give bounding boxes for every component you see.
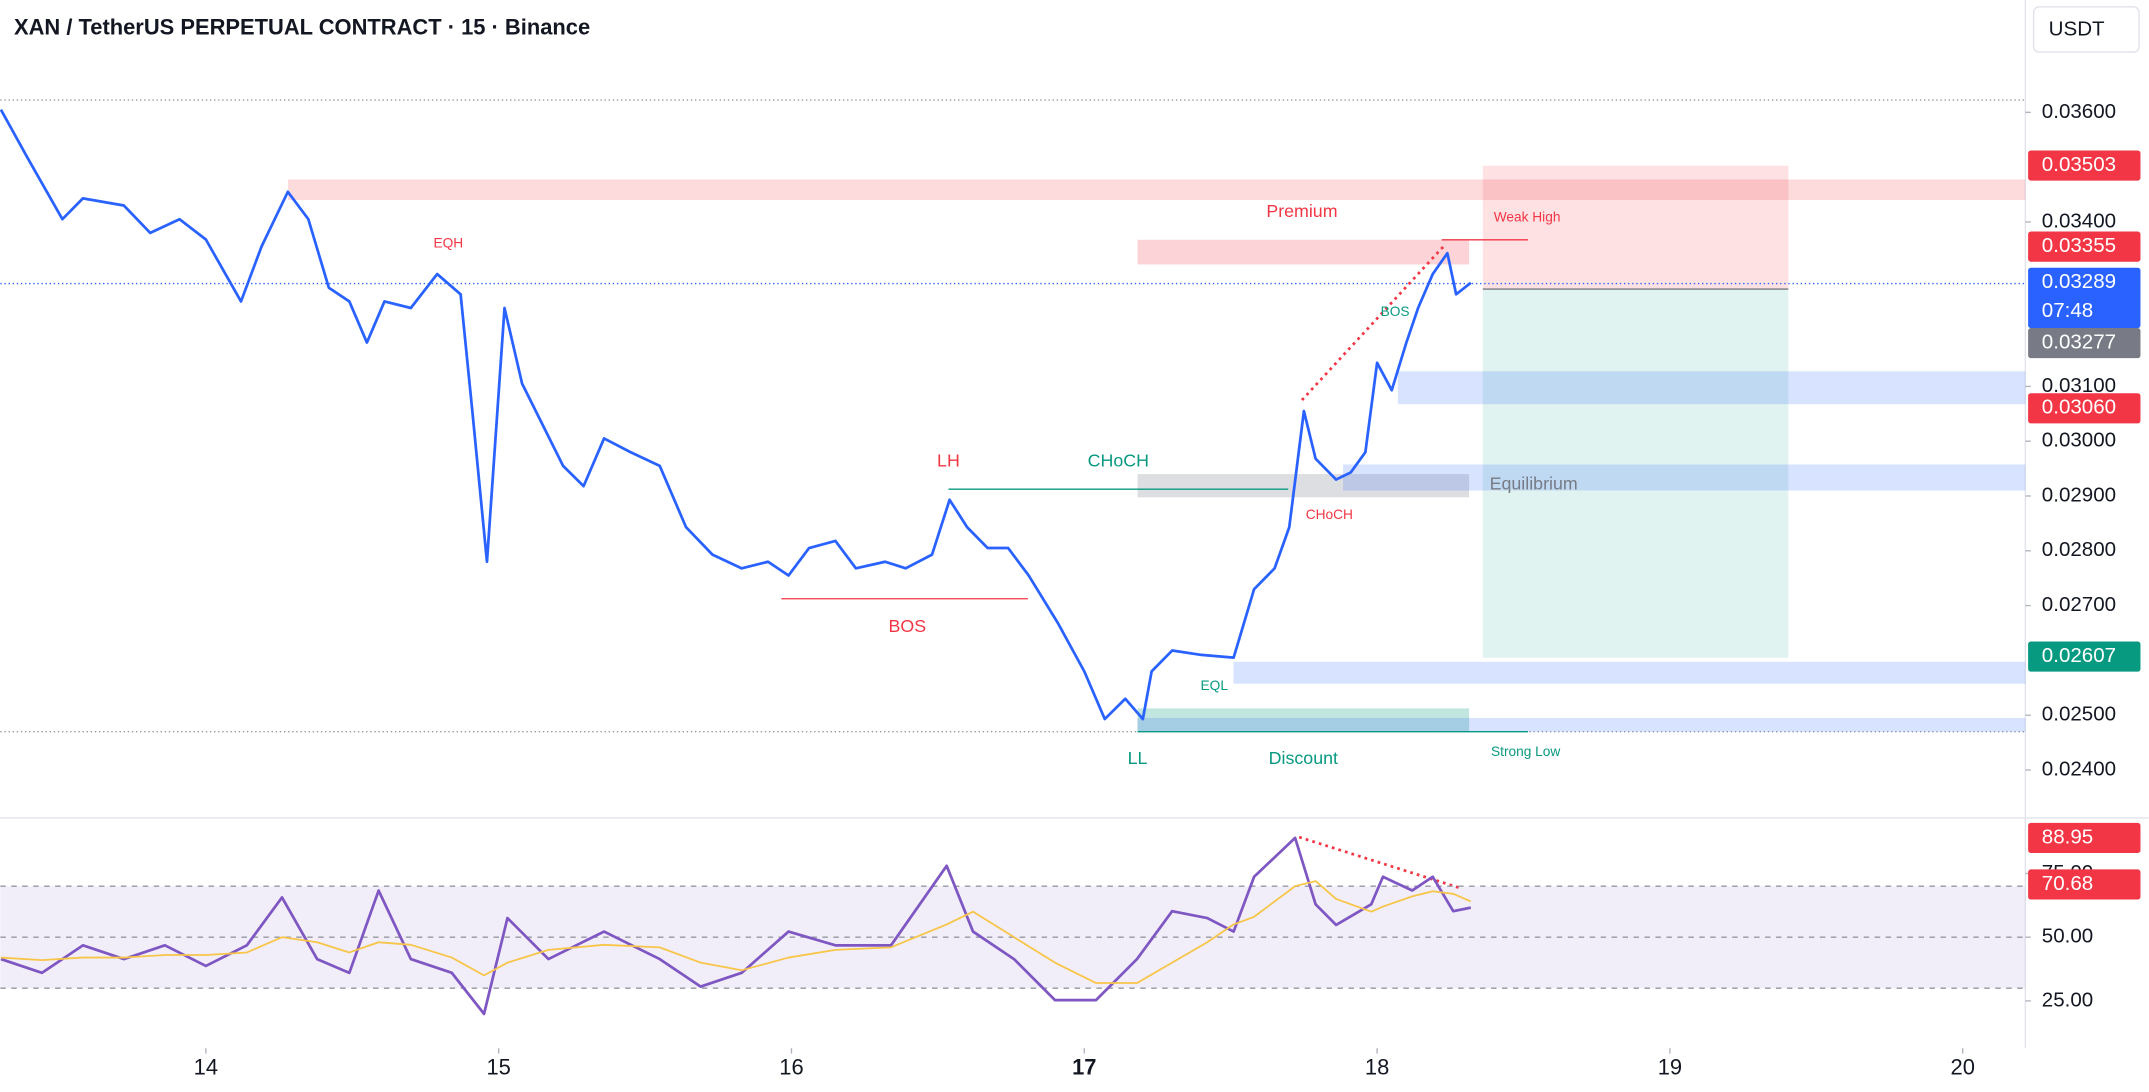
price-marker-label: 0.03277 (2042, 331, 2116, 354)
discount-zone (1137, 708, 1470, 732)
supply-zone (288, 179, 2026, 201)
price-marker (2028, 328, 2141, 359)
currency-button[interactable] (2032, 6, 2140, 53)
price-marker-label: 70.68 (2042, 872, 2093, 895)
x-tick-label: 17 (1072, 1055, 1096, 1080)
countdown-label: 07:48 (2042, 299, 2093, 322)
y-tick-label: 0.03400 (2042, 209, 2116, 232)
equilibrium-zone (1137, 474, 1470, 498)
price-marker (2028, 393, 2141, 424)
currency-label[interactable]: USDT (2049, 18, 2105, 41)
chart-title: XAN / TetherUS PERPETUAL CONTRACT · 15 ·… (14, 15, 590, 40)
x-tick-label: 20 (1951, 1055, 1975, 1080)
annotation: LL (1128, 748, 1148, 768)
price-marker (2028, 869, 2141, 900)
y-tick-label: 0.03000 (2042, 429, 2116, 452)
premium-zone (1137, 239, 1470, 265)
price-marker (2028, 267, 2141, 329)
price-marker-label: 0.03060 (2042, 396, 2116, 419)
annotation: LH (937, 450, 960, 470)
order-block (1233, 661, 2026, 684)
x-tick-label: 14 (194, 1055, 218, 1080)
series-line (0, 108, 1472, 721)
series-line (0, 836, 1472, 1016)
annotation: EQL (1201, 678, 1229, 693)
annotation: EQH (434, 236, 464, 251)
y-tick-label: 0.03600 (2042, 100, 2116, 123)
target-zone (1482, 289, 1789, 658)
price-marker-label: 0.03503 (2042, 153, 2116, 176)
x-tick-label: 15 (486, 1055, 510, 1080)
y-tick-label: 0.03100 (2042, 374, 2116, 397)
y-tick-label: 50.00 (2042, 925, 2093, 948)
price-marker-label: 88.95 (2042, 825, 2093, 848)
price-marker (2028, 641, 2141, 672)
y-tick-label: 0.02800 (2042, 538, 2116, 561)
order-block (1137, 717, 2026, 732)
price-marker-label: 0.03355 (2042, 234, 2116, 257)
series-line (0, 880, 1472, 984)
price-marker-label: 0.02607 (2042, 644, 2116, 667)
x-tick-label: 16 (779, 1055, 803, 1080)
annotation: Strong Low (1491, 744, 1560, 759)
price-marker-label: 0.03289 (2042, 270, 2116, 293)
annotation: BOS (1381, 304, 1410, 319)
x-tick-label: 18 (1365, 1055, 1389, 1080)
price-marker (2028, 822, 2141, 853)
annotation: BOS (889, 616, 927, 636)
annotation: Equilibrium (1490, 474, 1578, 494)
annotation: Premium (1266, 201, 1337, 221)
price-marker (2028, 231, 2141, 262)
y-tick-label: 0.02700 (2042, 593, 2116, 616)
annotation: Discount (1269, 748, 1338, 768)
annotation: CHoCH (1088, 450, 1149, 470)
stop-zone (1482, 165, 1789, 290)
price-marker (2028, 150, 2141, 181)
order-block (1397, 371, 2026, 405)
y-tick-label: 0.02900 (2042, 483, 2116, 506)
y-tick-label: 0.02500 (2042, 703, 2116, 726)
y-tick-label: 0.02400 (2042, 757, 2116, 780)
divergence-line (1300, 242, 1447, 402)
annotation: CHoCH (1306, 507, 1353, 522)
order-block (1343, 464, 2026, 491)
annotation: Weak High (1494, 209, 1561, 224)
x-tick-label: 19 (1658, 1055, 1682, 1080)
y-tick-label: 25.00 (2042, 988, 2093, 1011)
zones (0, 165, 2026, 890)
divergence-line (1298, 835, 1460, 890)
